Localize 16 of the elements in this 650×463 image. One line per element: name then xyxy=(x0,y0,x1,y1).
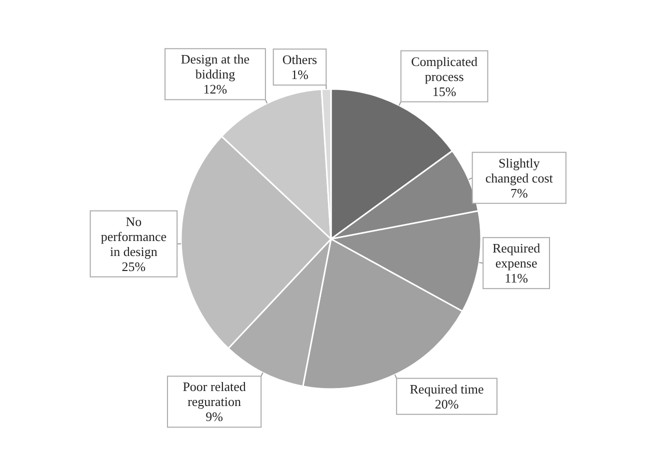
slice-label: Poor related reguration xyxy=(182,379,246,410)
data-label: 15% xyxy=(432,84,456,99)
slice-label: No performance in design xyxy=(100,214,167,259)
data-label: 9% xyxy=(206,409,224,424)
slice-label: Required expense xyxy=(492,240,541,271)
data-label: 11% xyxy=(504,270,528,286)
data-label: 1% xyxy=(291,67,309,82)
data-label: 7% xyxy=(510,185,528,200)
data-label: 20% xyxy=(434,396,459,412)
slice-label: Complicated process xyxy=(411,54,478,84)
data-label: 25% xyxy=(122,258,146,274)
slice-label: Design at the bidding xyxy=(180,52,250,82)
data-label: 12% xyxy=(203,82,228,97)
slice-label: Others xyxy=(282,52,318,68)
slice-label: Required time xyxy=(410,381,484,396)
slice-label: Slightly changed cost xyxy=(485,155,554,186)
